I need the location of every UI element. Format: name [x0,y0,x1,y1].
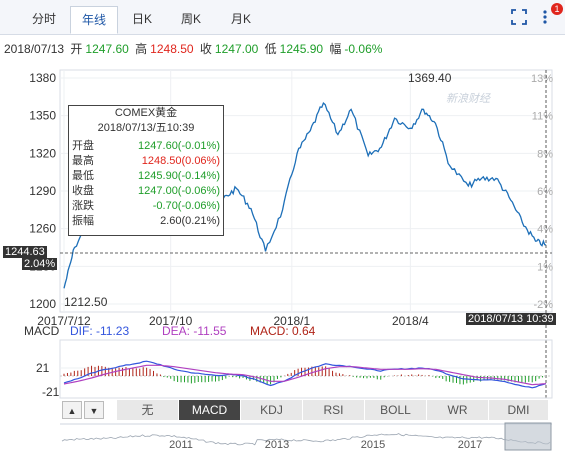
macd-frame [59,339,553,399]
crosshair-price-flag: 1244.63 [3,246,47,258]
tooltip-row: 开盘 1247.60(-0.01%) [72,139,220,154]
navigator-year-label: 2011 [169,439,193,451]
scroll-down-button[interactable]: ▼ [84,401,104,419]
tooltip-row-value: 1247.00(-0.06%) [138,185,220,197]
scroll-up-button[interactable]: ▲ [62,401,82,419]
tooltip-row-label: 振幅 [72,215,94,227]
quote-date: 2018/07/13 [4,42,65,56]
tooltip-row: 振幅 2.60(0.21%) [72,214,220,229]
macd-dif-line [63,360,547,389]
navigator-window[interactable] [504,422,552,451]
tooltip-row: 涨跌 -0.70(-0.06%) [72,199,220,214]
macd-tick-top: 21 [36,361,50,375]
x-tick-label: 2018/4 [392,314,429,328]
macd-dea-text: DEA: -11.55 [162,324,227,338]
low-label: 低 [264,42,277,56]
notification-badge: 1 [551,3,563,15]
macd-tick-bottom: -21 [42,385,60,399]
tab-weekly-k[interactable]: 周K [180,12,201,26]
x-tick-label: 2018/1 [273,314,310,328]
close-value: 1247.00 [214,42,259,56]
max-annotation: 1369.40 [408,71,452,85]
tooltip-row-label: 最低 [72,170,94,182]
period-tab-bar: 分时 年线 日K 周K 月K 1 [0,0,565,35]
macd-value-text: MACD: 0.64 [250,324,316,338]
y-pct-tick-label: 13% [531,73,553,85]
open-value: 1247.60 [85,42,129,56]
y-tick-label: 1290 [29,184,56,198]
y-tick-label: 1260 [29,222,56,236]
indicator-button-kdj[interactable]: KDJ [240,400,302,420]
high-value: 1248.50 [150,42,194,56]
tooltip-row-value: 1248.50(0.06%) [141,155,220,167]
y-pct-tick-label: 6% [537,186,553,198]
close-label: 收 [199,42,212,56]
crosshair-time-flag: 2018/07/13 10:39 [466,313,556,325]
y-pct-tick-label: -2% [533,299,553,311]
indicator-button-rsi[interactable]: RSI [302,400,364,420]
indicator-button-无[interactable]: 无 [116,400,178,420]
y-tick-label: 1200 [29,297,56,311]
open-label: 开 [70,42,83,56]
data-tooltip: COMEX黄金 2018/07/13/五10:39 开盘 1247.60(-0.0… [68,105,224,236]
navigator-year-label: 2017 [458,439,482,451]
tab-yearly[interactable]: 年线 [70,6,118,34]
tooltip-row-label: 最高 [72,155,94,167]
tooltip-datetime: 2018/07/13/五10:39 [97,122,195,134]
y-tick-label: 1320 [29,146,56,160]
y-pct-tick-label: 1% [537,261,553,273]
tooltip-row-value: 1247.60(-0.01%) [138,140,220,152]
crosshair-pct-flag: 2.04% [22,258,58,270]
tooltip-row-value: -0.70(-0.06%) [152,200,220,212]
high-label: 高 [135,42,148,56]
y-tick-label: 1380 [29,71,56,85]
tooltip-title: COMEX黄金 [114,107,178,119]
change-pct-value: -0.06% [344,42,383,56]
more-icon[interactable] [540,8,550,26]
tooltip-row: 最低 1245.90(-0.14%) [72,169,220,184]
indicator-button-wr[interactable]: WR [426,400,488,420]
tooltip-row-label: 收盘 [72,185,94,197]
fullscreen-icon[interactable] [510,8,528,26]
tooltip-row: 收盘 1247.00(-0.06%) [72,184,220,199]
min-annotation: 1212.50 [64,295,108,309]
tooltip-row-value: 2.60(0.21%) [160,215,220,227]
y-tick-label: 1350 [29,109,56,123]
x-tick-label: 2017/10 [149,314,193,328]
change-pct-label: 幅 [329,42,342,56]
navigator-history-line [61,433,551,446]
watermark: 新浪财经 [446,92,491,105]
tooltip-row-label: 涨跌 [72,200,94,212]
y-pct-tick-label: 4% [537,224,553,236]
navigator-year-label: 2015 [361,439,385,451]
indicator-button-macd[interactable]: MACD [178,400,240,420]
macd-title: MACD [24,324,60,338]
x-tick-label: 2017/7/12 [37,314,91,328]
y-pct-tick-label: 8% [537,148,553,160]
low-value: 1245.90 [279,42,324,56]
tab-daily-k[interactable]: 日K [131,12,152,26]
indicator-button-dmi[interactable]: DMI [488,400,548,420]
tooltip-row: 最高 1248.50(0.06%) [72,154,220,169]
tooltip-row-value: 1245.90(-0.14%) [138,170,220,182]
tab-intraday[interactable]: 分时 [31,12,56,26]
tooltip-row-label: 开盘 [72,140,94,152]
y-pct-tick-label: 11% [532,111,553,123]
navigator-year-label: 2013 [265,439,289,451]
tab-monthly-k[interactable]: 月K [230,12,251,26]
macd-dea-line [63,364,547,386]
macd-dif-text: DIF: -11.23 [70,324,129,338]
indicator-button-boll[interactable]: BOLL [364,400,426,420]
